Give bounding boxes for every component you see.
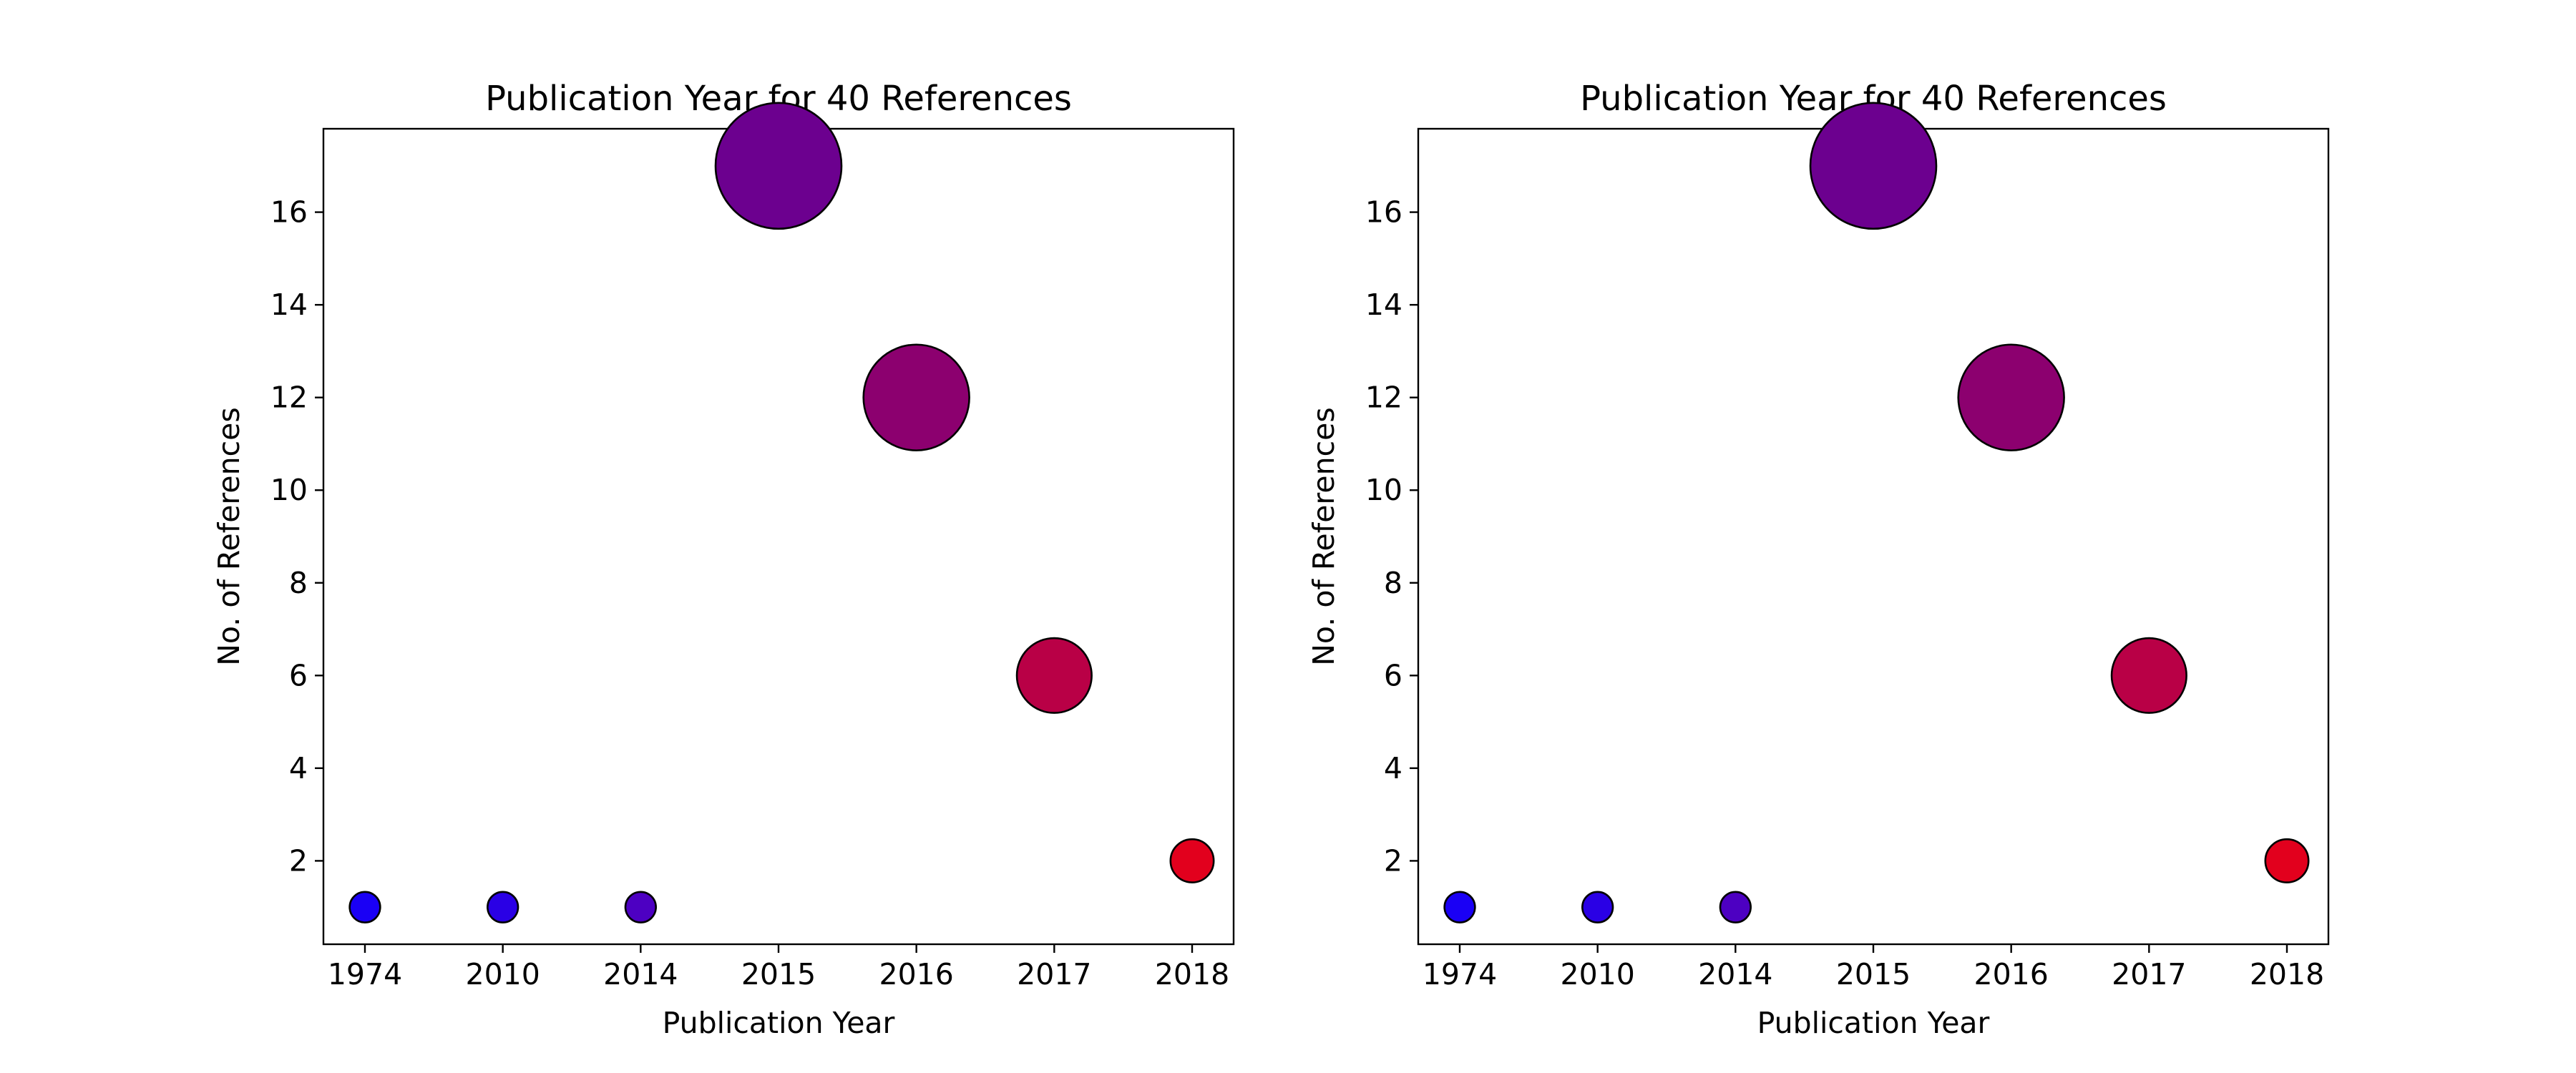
y-tick-label: 10 (1365, 473, 1402, 507)
x-tick-label: 2010 (1560, 957, 1634, 991)
y-tick-label: 14 (1365, 288, 1402, 322)
data-point (1169, 838, 1215, 883)
data-point (714, 102, 843, 230)
data-point (2264, 838, 2310, 883)
y-tick-label: 8 (289, 566, 308, 600)
y-tick-label: 6 (289, 658, 308, 692)
data-point (348, 891, 381, 923)
x-axis-label: Publication Year (663, 1006, 895, 1040)
plot-frame (1417, 127, 2330, 946)
x-tick-label: 2017 (2112, 957, 2186, 991)
x-tick-label: 2015 (741, 957, 816, 991)
data-point (2110, 637, 2187, 714)
plot-frame (322, 127, 1235, 946)
x-tick-label: 1974 (328, 957, 402, 991)
data-point (1581, 891, 1614, 923)
y-tick-label: 16 (1365, 195, 1402, 230)
data-point (624, 891, 657, 923)
y-tick-label: 12 (270, 381, 308, 415)
data-point (1719, 891, 1752, 923)
chart-panel-right: Publication Year for 40 References Publi… (1307, 79, 2330, 1040)
x-tick-label: 2018 (1155, 957, 1229, 991)
x-tick-label: 2016 (1974, 957, 2048, 991)
x-tick-label: 2010 (465, 957, 540, 991)
y-tick-label: 10 (270, 473, 308, 507)
x-tick-label: 2015 (1836, 957, 1911, 991)
y-tick-label: 14 (270, 288, 308, 322)
x-tick-label: 1974 (1423, 957, 1497, 991)
data-point (1809, 102, 1938, 230)
y-tick-label: 4 (289, 751, 308, 785)
x-tick-label: 2016 (879, 957, 953, 991)
y-tick-label: 12 (1365, 381, 1402, 415)
y-axis-label: No. of References (1307, 407, 1341, 665)
data-point (487, 891, 519, 923)
x-tick-label: 2017 (1017, 957, 1091, 991)
x-tick-label: 2014 (1698, 957, 1772, 991)
y-axis-label: No. of References (212, 407, 246, 665)
data-point (1957, 343, 2065, 451)
data-point (1443, 891, 1476, 923)
x-tick-label: 2018 (2250, 957, 2324, 991)
data-point (1015, 637, 1093, 714)
y-tick-label: 8 (1384, 566, 1402, 600)
chart-panel-left: Publication Year for 40 References Publi… (212, 79, 1235, 1040)
x-axis-label: Publication Year (1757, 1006, 1990, 1040)
y-tick-label: 6 (1384, 658, 1402, 692)
y-tick-label: 2 (289, 843, 308, 878)
y-tick-label: 4 (1384, 751, 1402, 785)
y-tick-label: 2 (1384, 843, 1402, 878)
data-point (862, 343, 970, 451)
y-tick-label: 16 (270, 195, 308, 230)
x-tick-label: 2014 (603, 957, 678, 991)
